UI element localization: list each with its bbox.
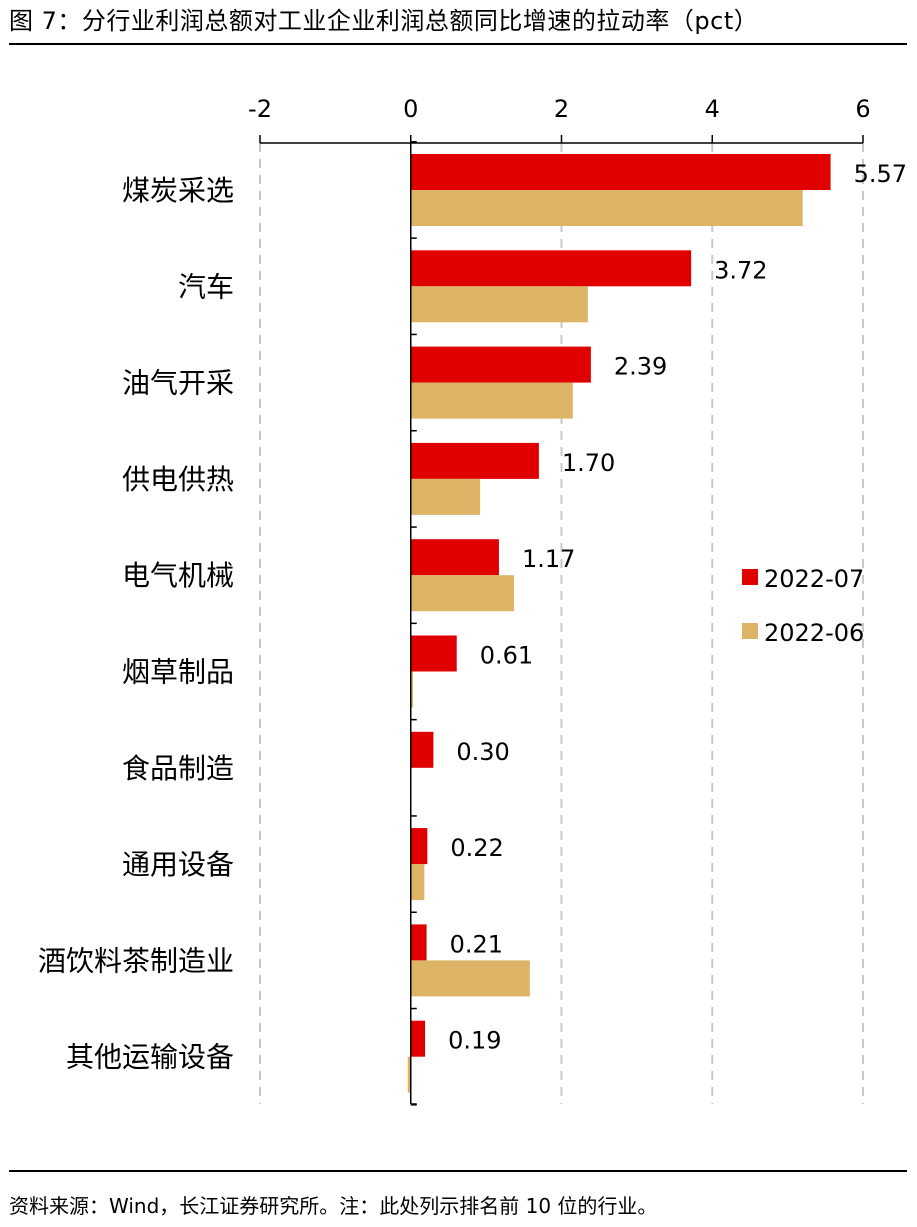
bar-2022-07 [410,1020,426,1057]
category-label: 煤炭采选 [122,174,234,207]
data-label: 3.72 [714,256,767,284]
footer-rule [9,1170,907,1172]
bar-2022-07 [410,828,428,865]
data-label: 0.22 [450,834,503,862]
data-label: 0.61 [480,642,533,670]
title-rule [9,43,907,45]
bar-2022-07 [410,539,499,576]
category-label: 其他运输设备 [66,1041,234,1074]
bar-2022-06 [410,864,425,901]
bar-2022-07 [410,346,591,383]
data-label: 2.39 [614,353,667,381]
bar-2022-07 [410,250,692,287]
category-label: 酒饮料茶制造业 [38,944,234,977]
data-label: 0.19 [448,1027,501,1055]
bar-2022-07 [410,442,539,479]
category-label: 汽车 [178,270,234,303]
bar-2022-06 [410,286,588,323]
source-note: 资料来源：Wind，长江证券研究所。注：此处列示排名前 10 位的行业。 [9,1194,658,1218]
category-label: 烟草制品 [122,656,234,689]
data-label: 1.17 [522,545,575,573]
bar-2022-06 [410,382,573,419]
bar-2022-06 [407,1056,411,1093]
bar-2022-06 [410,575,515,612]
data-label: 1.70 [562,449,615,477]
x-tick-label: 2 [554,95,569,123]
x-tick-label: -2 [248,95,272,123]
legend-swatch [742,623,758,639]
legend-swatch [742,569,758,585]
category-label: 通用设备 [122,848,234,881]
category-label: 供电供热 [122,463,234,496]
bar-2022-06 [410,671,414,708]
data-label: 0.21 [450,930,503,958]
bar-2022-06 [410,190,803,226]
legend-label: 2022-07 [764,565,864,593]
bar-2022-06 [410,478,481,515]
bar-2022-07 [410,731,434,768]
bar-2022-06 [410,960,530,997]
bar-2022-07 [410,635,457,672]
x-tick-label: 6 [855,95,870,123]
category-label: 电气机械 [122,559,234,592]
x-tick-label: 4 [705,95,720,123]
data-label: 0.30 [456,738,509,766]
category-label: 食品制造 [122,752,234,785]
category-label: 油气开采 [122,367,234,400]
x-tick-label: 0 [403,95,418,123]
bar-2022-07 [410,924,427,961]
legend-label: 2022-06 [764,619,864,647]
data-label: 5.57 [854,160,907,188]
figure-title: 图 7：分行业利润总额对工业企业利润总额同比增速的拉动率（pct） [9,7,759,35]
bar-2022-07 [410,154,831,190]
